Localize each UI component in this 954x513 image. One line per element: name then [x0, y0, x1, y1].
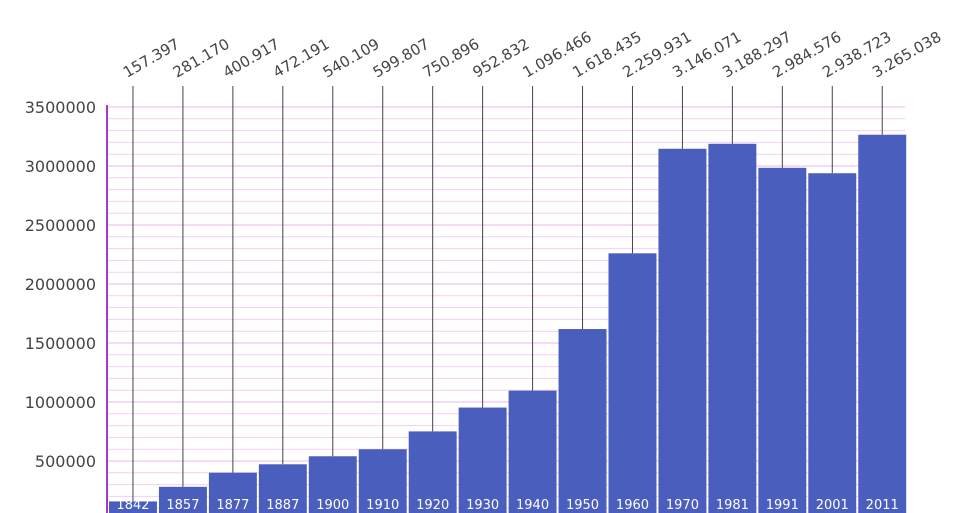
bar-1991 — [758, 167, 807, 513]
bar-layer — [109, 134, 907, 513]
value-label: 540.109 — [320, 35, 383, 82]
category-label: 1887 — [266, 498, 299, 513]
bar-2011 — [858, 134, 907, 513]
value-label: 157.397 — [120, 35, 183, 82]
value-label: 952.832 — [470, 35, 533, 82]
value-label: 472.191 — [270, 35, 333, 82]
bar-1950 — [558, 329, 607, 513]
value-label: 750.896 — [420, 35, 483, 82]
bar-1930 — [458, 407, 507, 513]
value-label: 281.170 — [170, 35, 233, 82]
category-label: 1991 — [766, 498, 799, 513]
category-label: 1920 — [416, 498, 449, 513]
y-tick-label: 1500000 — [25, 334, 96, 353]
category-labels: 1842 1857 1877 1887 1900 1910 1920 1930 1940 1950… — [116, 498, 898, 513]
bar-1910 — [358, 449, 407, 513]
category-label: 1960 — [616, 498, 649, 513]
category-label: 2001 — [816, 498, 849, 513]
bar-1920 — [408, 431, 457, 513]
category-label: 1950 — [566, 498, 599, 513]
value-labels: 157.397281.170400.917472.191540.109599.8… — [120, 28, 944, 82]
category-label: 2011 — [866, 498, 899, 513]
category-label: 1910 — [366, 498, 399, 513]
value-label: 599.807 — [370, 35, 433, 82]
bar-1857 — [158, 486, 207, 513]
bar-1877 — [208, 472, 257, 513]
bar-1970 — [658, 148, 707, 513]
y-tick-label: 2000000 — [25, 275, 96, 294]
category-label: 1940 — [516, 498, 549, 513]
bar-1900 — [308, 456, 357, 513]
leader-layer — [132, 86, 883, 502]
y-tick-label: 1000000 — [25, 393, 96, 412]
bar-1940 — [508, 390, 557, 513]
bar-2001 — [808, 173, 857, 513]
y-tick-label: 3000000 — [25, 157, 96, 176]
value-label: 400.917 — [220, 35, 283, 82]
category-label: 1900 — [316, 498, 349, 513]
bar-1960 — [608, 253, 657, 513]
bar-1981 — [708, 143, 757, 513]
category-label: 1981 — [716, 498, 749, 513]
y-axis-tick-labels: 500000 1000000 1500000 2000000 2500000 300000… — [25, 98, 96, 471]
bar-1842 — [109, 501, 157, 513]
category-label: 1930 — [466, 498, 499, 513]
y-tick-label: 500000 — [35, 452, 96, 471]
category-label: 1842 — [116, 498, 149, 513]
bar-1887 — [258, 464, 307, 513]
y-tick-label: 3500000 — [25, 98, 96, 117]
category-label: 1877 — [216, 498, 249, 513]
category-label: 1970 — [666, 498, 699, 513]
category-label: 1857 — [166, 498, 199, 513]
y-tick-label: 2500000 — [25, 216, 96, 235]
